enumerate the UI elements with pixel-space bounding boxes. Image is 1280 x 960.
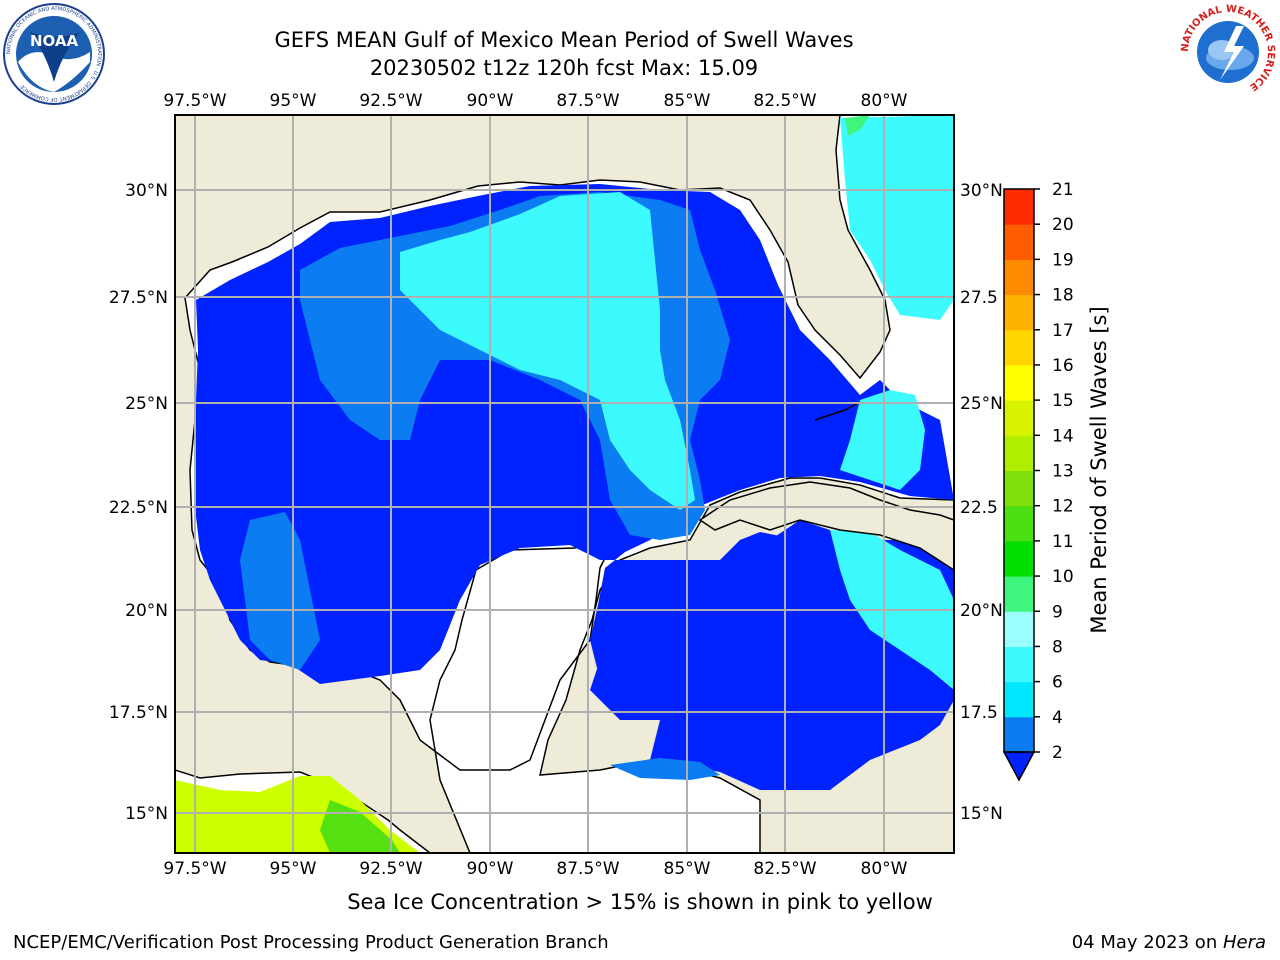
colorbar-tick-label: 8 xyxy=(1052,637,1063,657)
lon-label-bottom: 90°W xyxy=(467,859,514,879)
lon-label-top: 90°W xyxy=(467,91,514,111)
swell-band-4to6-west xyxy=(240,512,320,670)
chart-title: GEFS MEAN Gulf of Mexico Mean Period of … xyxy=(274,28,854,52)
colorbar-segment xyxy=(1004,470,1034,507)
lat-label-left: 22.5°N xyxy=(109,498,168,518)
colorbar-segment xyxy=(1004,294,1034,331)
colorbar: 2 4 6 8 9 10 11 12 13 14 15 16 17 18 19 20 21 xyxy=(1002,180,1074,782)
colorbar-segment xyxy=(1004,259,1034,296)
lat-label-right: 17.5 xyxy=(960,703,998,723)
colorbar-segment xyxy=(1004,611,1034,647)
colorbar-tick-label: 6 xyxy=(1052,673,1063,693)
colorbar-label: Mean Period of Swell Waves [s] xyxy=(1087,306,1111,633)
swell-band-6to8-east xyxy=(840,115,954,320)
colorbar-tick-label: 18 xyxy=(1052,286,1074,306)
lat-label-left: 15°N xyxy=(125,804,168,824)
colorbar-segment xyxy=(1004,681,1034,718)
swell-band-6to8 xyxy=(400,192,695,510)
footer-credit: NCEP/EMC/Verification Post Processing Pr… xyxy=(13,932,609,953)
graticule xyxy=(175,115,954,853)
colorbar-segment xyxy=(1004,716,1034,753)
colorbar-segment xyxy=(1004,189,1034,225)
map-frame xyxy=(174,114,955,854)
swell-band-4to6-south xyxy=(610,758,720,780)
noaa-logo-label: NOAA xyxy=(30,32,79,50)
colorbar-tick-label: 15 xyxy=(1052,391,1074,411)
lat-label-right: 25°N xyxy=(960,394,1003,414)
colorbar-tick-label: 9 xyxy=(1052,602,1063,622)
colorbar-extend-arrow xyxy=(1002,751,1036,782)
colorbar-tick-label: 16 xyxy=(1052,356,1074,376)
colorbar-segment xyxy=(1004,576,1034,612)
lon-label-top: 95°W xyxy=(270,91,317,111)
colorbar-tick-label: 12 xyxy=(1052,497,1074,517)
lon-label-top: 80°W xyxy=(861,91,908,111)
colorbar-segment xyxy=(1004,400,1034,436)
lat-label-left: 25°N xyxy=(125,394,168,414)
colorbar-tick-label: 10 xyxy=(1052,567,1074,587)
lon-label-top: 97.5°W xyxy=(163,91,226,111)
lat-label-right: 20°N xyxy=(960,601,1003,621)
colorbar-segment xyxy=(1004,364,1034,401)
coastline-florida-keys xyxy=(814,401,861,421)
lat-label-right: 27.5 xyxy=(960,288,998,308)
colorbar-tick-label: 13 xyxy=(1052,462,1074,482)
colorbar-segment xyxy=(1004,435,1034,471)
footer-date-text: 04 May 2023 on xyxy=(1071,932,1223,953)
noaa-logo: NOAA NATIONAL OCEANIC AND ATMOSPHERIC AD… xyxy=(3,3,105,105)
lon-label-bottom: 87.5°W xyxy=(556,859,619,879)
colorbar-tick-label: 21 xyxy=(1052,180,1074,200)
colorbar-tick-label: 20 xyxy=(1052,215,1074,235)
colorbar-tick-label: 4 xyxy=(1052,708,1063,728)
chart-subtitle: 20230502 t12z 120h fcst Max: 15.09 xyxy=(369,56,759,80)
swell-band-green xyxy=(845,115,870,136)
colorbar-segment xyxy=(1004,646,1034,683)
lon-label-bottom: 92.5°W xyxy=(359,859,422,879)
footer-host: Hera xyxy=(1222,932,1266,953)
colorbar-tick-label: 11 xyxy=(1052,532,1074,552)
colorbar-segment xyxy=(1004,540,1034,577)
colorbar-segment xyxy=(1004,329,1034,366)
nws-logo: NATIONAL WEATHER SERVICE xyxy=(1180,4,1276,100)
coastline-cuba xyxy=(698,481,954,571)
lat-label-left: 30°N xyxy=(125,181,168,201)
lon-label-top: 82.5°W xyxy=(753,91,816,111)
lat-label-right: 30°N xyxy=(960,181,1003,201)
colorbar-segment xyxy=(1004,505,1034,542)
lon-label-bottom: 85°W xyxy=(664,859,711,879)
colorbar-tick-label: 2 xyxy=(1052,743,1063,763)
lat-label-left: 20°N xyxy=(125,601,168,621)
colorbar-tick-label: 19 xyxy=(1052,250,1074,270)
swell-band-6to8-strait xyxy=(840,390,925,490)
lat-label-right: 15°N xyxy=(960,804,1003,824)
colorbar-segment xyxy=(1004,224,1034,260)
lon-label-bottom: 82.5°W xyxy=(753,859,816,879)
colorbar-tick-label: 17 xyxy=(1052,321,1074,341)
lon-label-bottom: 97.5°W xyxy=(163,859,226,879)
footer-date: 04 May 2023 on Hera xyxy=(1072,932,1266,953)
colorbar-tick-label: 14 xyxy=(1052,426,1074,446)
lon-label-bottom: 80°W xyxy=(861,859,908,879)
lon-label-top: 85°W xyxy=(664,91,711,111)
caption: Sea Ice Concentration > 15% is shown in … xyxy=(347,890,933,914)
lon-label-top: 92.5°W xyxy=(359,91,422,111)
lon-label-top: 87.5°W xyxy=(556,91,619,111)
lat-label-left: 27.5°N xyxy=(109,288,168,308)
lat-label-left: 17.5°N xyxy=(109,703,168,723)
lat-label-right: 22.5 xyxy=(960,498,998,518)
map-plot-area xyxy=(175,115,954,853)
lon-label-bottom: 95°W xyxy=(270,859,317,879)
